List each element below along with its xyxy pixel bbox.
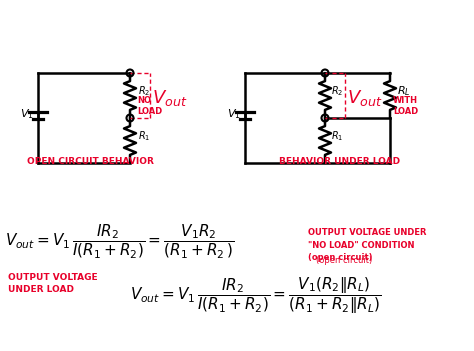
Text: (open circuit): (open circuit) — [316, 256, 372, 265]
Text: $V_1$: $V_1$ — [227, 107, 241, 121]
Text: BEHAVIOR UNDER LOAD: BEHAVIOR UNDER LOAD — [280, 157, 401, 166]
Text: $V_{out}$: $V_{out}$ — [152, 87, 187, 107]
Text: $R_2$: $R_2$ — [138, 85, 150, 98]
Text: WITH
LOAD: WITH LOAD — [393, 96, 418, 116]
Text: $R_1$: $R_1$ — [331, 130, 343, 144]
Text: $V_{out}$: $V_{out}$ — [347, 87, 383, 107]
Text: $R_2$: $R_2$ — [331, 85, 343, 98]
Text: $V_{out} = V_1\,\dfrac{IR_2}{I(R_1 + R_2)} = \dfrac{V_1 R_2}{(R_1 + R_2\,)}$: $V_{out} = V_1\,\dfrac{IR_2}{I(R_1 + R_2… — [5, 222, 235, 260]
Text: OUTPUT VOLTAGE
UNDER LOAD: OUTPUT VOLTAGE UNDER LOAD — [8, 273, 98, 294]
Text: $V_1$: $V_1$ — [20, 107, 34, 121]
Text: OUTPUT VOLTAGE UNDER
"NO LOAD" CONDITION
(open circuit): OUTPUT VOLTAGE UNDER "NO LOAD" CONDITION… — [308, 228, 427, 262]
Text: $V_{out} = V_1\,\dfrac{IR_2}{I(R_1 + R_2)} = \dfrac{V_1(R_2 \| R_L)}{(R_1 + R_2 : $V_{out} = V_1\,\dfrac{IR_2}{I(R_1 + R_2… — [130, 275, 382, 316]
Text: $R_1$: $R_1$ — [138, 130, 150, 144]
Text: OPEN CIRCUIT BEHAVIOR: OPEN CIRCUIT BEHAVIOR — [27, 157, 154, 166]
Text: $R_L$: $R_L$ — [397, 85, 410, 98]
Text: NO
LOAD: NO LOAD — [137, 96, 162, 116]
